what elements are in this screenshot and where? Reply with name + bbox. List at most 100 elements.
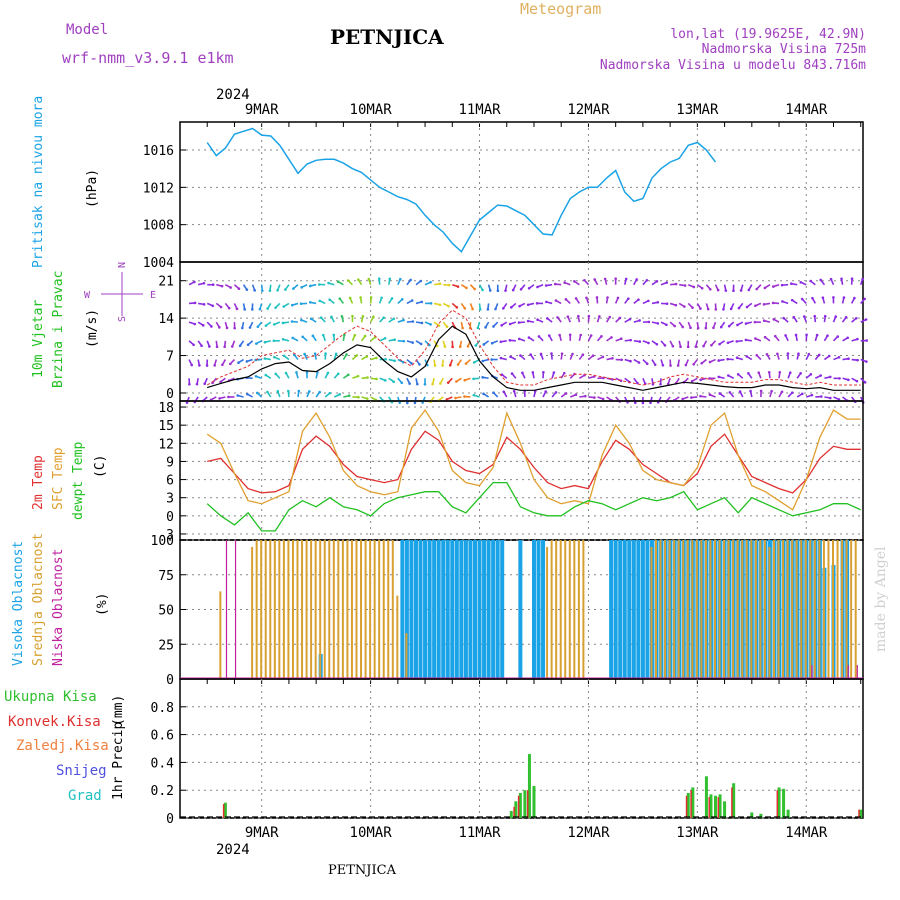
wind-arrow-head — [438, 282, 442, 285]
wind-arrow-head — [708, 393, 712, 397]
wind-arrow-head — [509, 306, 513, 309]
wind-arrow-head — [208, 345, 211, 348]
wind-arrow-head — [313, 352, 317, 355]
cloud-bar-mid — [387, 540, 390, 679]
wind-arrow-head — [708, 360, 712, 364]
cloud-bar-high — [445, 540, 450, 679]
elevation-text: Nadmorska Visina 725m — [702, 42, 867, 57]
wind-arrow-head — [776, 352, 779, 356]
cloud-bar-mid — [754, 540, 757, 679]
cloud-bar-high — [423, 540, 428, 679]
wind-arrow-head — [463, 395, 466, 398]
cloud-bar-high — [536, 540, 541, 679]
wind-arrow-head — [581, 353, 585, 357]
cloud-bar-mid — [691, 540, 694, 679]
precip-bar-convective — [708, 797, 710, 818]
wind-arrow-head — [211, 283, 215, 287]
cloud-bar-mid — [346, 540, 349, 679]
wind-arrow-head — [438, 303, 442, 307]
wind-arrow-head — [673, 324, 677, 328]
cloud-bar-mid — [319, 540, 322, 679]
wind-arrow-head — [276, 390, 280, 393]
y-tick-label: 50 — [158, 604, 174, 619]
precip-bar-total — [514, 801, 518, 818]
cloud-bar-high — [450, 540, 455, 679]
wind-arrow-head — [419, 279, 423, 283]
wind-arrow-head — [437, 324, 441, 327]
pressure-unit: (hPa) — [85, 169, 100, 208]
wind-arrow-head — [563, 281, 566, 284]
wind-arrow-head — [348, 296, 352, 300]
wind-arrow-head — [531, 371, 535, 374]
wind-arrow-head — [254, 375, 258, 378]
wind-arrow-head — [819, 374, 822, 377]
cloud-bar-mid — [777, 540, 780, 679]
wind-arrow-head — [781, 300, 784, 303]
wind-arrow-head — [255, 342, 258, 345]
wind-arrow-head — [448, 363, 452, 367]
wind-arrow-head — [539, 352, 543, 356]
wind-arrow-head — [215, 345, 219, 349]
wind-arrow-head — [747, 288, 751, 292]
cloud-bar-high — [400, 540, 405, 679]
wind-unit: (m/s) — [85, 309, 100, 348]
wind-arrow-head — [526, 319, 530, 323]
wind-arrow-head — [610, 336, 613, 339]
wind-arrow-head — [744, 338, 748, 342]
wind-arrow-head — [656, 322, 660, 325]
wind-arrow-head — [655, 342, 659, 346]
wind-arrow-head — [435, 344, 439, 348]
wind-arrow-head — [345, 353, 348, 356]
wind-arrow-head — [328, 298, 331, 301]
wind-arrow-head — [666, 382, 670, 386]
wind-arrow-head — [819, 278, 823, 282]
wind-arrow-head — [301, 335, 304, 339]
wind-arrow-head — [647, 320, 651, 324]
cloud-bar-mid — [664, 540, 667, 679]
cloud-bar-mid — [714, 540, 717, 679]
wind-arrow-head — [409, 278, 412, 282]
cloud-high-label: Visoka Oblacnost — [11, 541, 26, 666]
day-label-top: 14MAR — [785, 102, 828, 118]
wind-arrow-head — [357, 278, 360, 281]
precip-bar-total — [777, 787, 781, 818]
wind-arrow-head — [258, 307, 262, 311]
wind-arrow-head — [221, 363, 224, 367]
wind-arrow-head — [861, 277, 864, 281]
precip-bar-convective — [222, 804, 225, 818]
wind-arrow-head — [566, 315, 570, 318]
wind-arrow-head — [411, 341, 414, 344]
wind-arrow-head — [490, 341, 494, 345]
wind-arrow-head — [517, 321, 521, 324]
credit-text: made by Angel — [873, 546, 889, 652]
cloud-bar-mid — [337, 540, 340, 679]
wind-arrow-head — [421, 401, 424, 404]
wind-arrow-head — [585, 296, 588, 300]
wind-arrow-head — [763, 286, 767, 290]
wind-arrow-head — [284, 371, 288, 375]
wind-arrow-head — [829, 277, 833, 281]
day-label-bottom: 10MAR — [350, 825, 393, 841]
wind-arrow-head — [338, 393, 341, 396]
wind-arrow-head — [526, 303, 530, 307]
wind-arrow-head — [747, 372, 750, 375]
wind-arrow-head — [577, 314, 580, 318]
day-label-top: 9MAR — [245, 102, 279, 118]
cloud-bar-mid — [686, 540, 689, 679]
cloud-bar-high — [645, 540, 650, 679]
wind-arrow-head — [699, 394, 702, 398]
wind-arrow-head — [681, 325, 685, 329]
wind-arrow-head — [220, 284, 224, 288]
wind-arrow-head — [638, 340, 642, 343]
cloud-bar-mid — [405, 633, 408, 679]
wind-arrow-head — [355, 354, 359, 357]
wind-arrow-head — [744, 322, 748, 325]
wind-label-2: Brzina i Pravac — [51, 271, 66, 388]
wind-arrow-head — [757, 371, 761, 374]
cloud-bar-mid — [273, 540, 276, 679]
wind-arrow-head — [809, 373, 813, 376]
precip-bar-total — [527, 754, 531, 818]
wind-arrow-head — [213, 364, 216, 367]
wind-arrow-head — [865, 339, 869, 342]
cloud-bar-mid — [296, 540, 299, 679]
